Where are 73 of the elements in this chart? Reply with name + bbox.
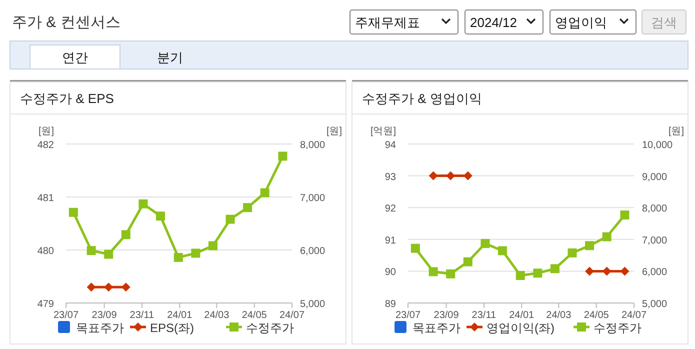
legend-label: 수정주가 <box>594 321 642 335</box>
y2-tick-label: 7,000 <box>642 235 668 246</box>
y2-tick-label: 6,000 <box>642 267 668 278</box>
point <box>480 238 490 248</box>
point <box>446 269 456 278</box>
y-tick-label: 94 <box>384 140 396 151</box>
point <box>463 257 472 266</box>
legend-label: EPS(좌) <box>150 321 194 335</box>
y2-tick-label: 8,000 <box>300 140 326 151</box>
point <box>278 152 288 161</box>
point <box>243 203 252 212</box>
point <box>226 214 235 224</box>
x-tick-label: 24/01 <box>167 310 193 321</box>
chart-title: 수정주가 & 영업이익 <box>362 91 482 106</box>
x-tick-label: 23/11 <box>130 310 155 321</box>
x-tick-label: 24/05 <box>242 310 268 321</box>
header: 주가 & 컨센서스 주재무제표 2024/12 영업이익 검색 연간 분기 <box>10 10 688 70</box>
y2-tick-label: 8,000 <box>642 204 668 215</box>
point <box>620 210 630 220</box>
x-tick-label: 24/07 <box>621 310 647 321</box>
point <box>260 188 270 198</box>
y-tick-label: 90 <box>384 267 396 278</box>
point <box>410 244 420 253</box>
point <box>156 212 165 221</box>
point <box>533 268 542 278</box>
point <box>68 208 78 217</box>
point <box>428 267 438 276</box>
x-tick-label: 24/03 <box>546 310 572 321</box>
chart-title: 수정주가 & EPS <box>20 91 114 106</box>
y2-axis-title: [원] <box>326 126 342 137</box>
y-tick-label: 91 <box>384 235 396 246</box>
x-tick-label: 23/09 <box>92 310 118 321</box>
y-tick-label: 92 <box>384 204 396 215</box>
x-tick-label: 24/05 <box>584 310 610 321</box>
x-tick-label: 24/01 <box>509 310 535 321</box>
x-tick-label: 23/09 <box>434 310 460 321</box>
y2-tick-label: 6,000 <box>300 246 326 257</box>
point <box>602 232 612 242</box>
legend-label: 수정주가 <box>246 321 294 335</box>
x-tick-label: 24/07 <box>279 310 305 321</box>
x-tick-label: 24/03 <box>204 310 230 321</box>
point <box>104 250 114 259</box>
y2-tick-label: 7,000 <box>300 193 326 204</box>
point <box>191 248 200 258</box>
y2-tick-label: 10,000 <box>642 140 674 151</box>
x-tick-label: 23/07 <box>395 310 421 321</box>
point <box>516 270 525 280</box>
x-tick-label: 23/11 <box>472 310 497 321</box>
y-tick-label: 479 <box>37 299 54 310</box>
y-tick-label: 89 <box>384 299 396 310</box>
legend-label: 목표주가 <box>412 321 460 335</box>
y-tick-label: 482 <box>37 140 54 151</box>
point <box>86 246 96 256</box>
point <box>174 252 183 262</box>
point <box>498 246 507 256</box>
y-tick-label: 93 <box>384 172 396 183</box>
y-tick-label: 480 <box>37 246 54 257</box>
x-tick-label: 23/07 <box>53 310 79 321</box>
point <box>550 264 560 274</box>
point <box>585 241 594 250</box>
legend-label: 영업이익(좌) <box>486 321 554 335</box>
y-axis-title: [억원] <box>370 126 396 137</box>
y2-axis-title: [원] <box>668 126 684 137</box>
point <box>121 230 130 240</box>
point <box>208 241 218 250</box>
y2-tick-label: 5,000 <box>300 299 326 310</box>
y2-tick-label: 9,000 <box>642 172 668 183</box>
point <box>568 248 577 258</box>
y2-tick-label: 5,000 <box>642 299 668 310</box>
point <box>138 199 148 208</box>
y-tick-label: 481 <box>37 193 54 204</box>
y-axis-title: [원] <box>38 126 54 137</box>
legend-label: 목표주가 <box>76 321 124 335</box>
